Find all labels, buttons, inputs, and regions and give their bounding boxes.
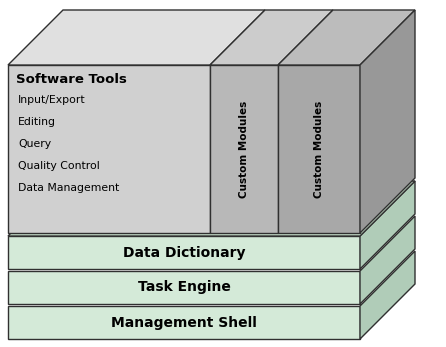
Polygon shape [8, 65, 210, 233]
Polygon shape [8, 271, 360, 304]
Polygon shape [8, 306, 360, 339]
Polygon shape [210, 65, 278, 233]
Polygon shape [360, 10, 415, 233]
Text: Data Management: Data Management [18, 183, 119, 193]
Text: Quality Control: Quality Control [18, 161, 100, 171]
Text: Data Dictionary: Data Dictionary [123, 245, 245, 260]
Polygon shape [360, 251, 415, 339]
Polygon shape [360, 181, 415, 269]
Polygon shape [8, 236, 360, 269]
Text: Query: Query [18, 139, 51, 149]
Polygon shape [8, 181, 415, 236]
Text: Custom Modules: Custom Modules [239, 100, 249, 198]
Polygon shape [210, 10, 333, 65]
Text: Editing: Editing [18, 117, 56, 127]
Text: Input/Export: Input/Export [18, 95, 86, 105]
Text: Software Tools: Software Tools [16, 73, 127, 86]
Polygon shape [8, 10, 265, 65]
Polygon shape [278, 65, 360, 233]
Text: Task Engine: Task Engine [137, 280, 231, 295]
Polygon shape [278, 10, 415, 65]
Text: Custom Modules: Custom Modules [314, 100, 324, 198]
Text: Management Shell: Management Shell [111, 315, 257, 330]
Polygon shape [360, 216, 415, 304]
